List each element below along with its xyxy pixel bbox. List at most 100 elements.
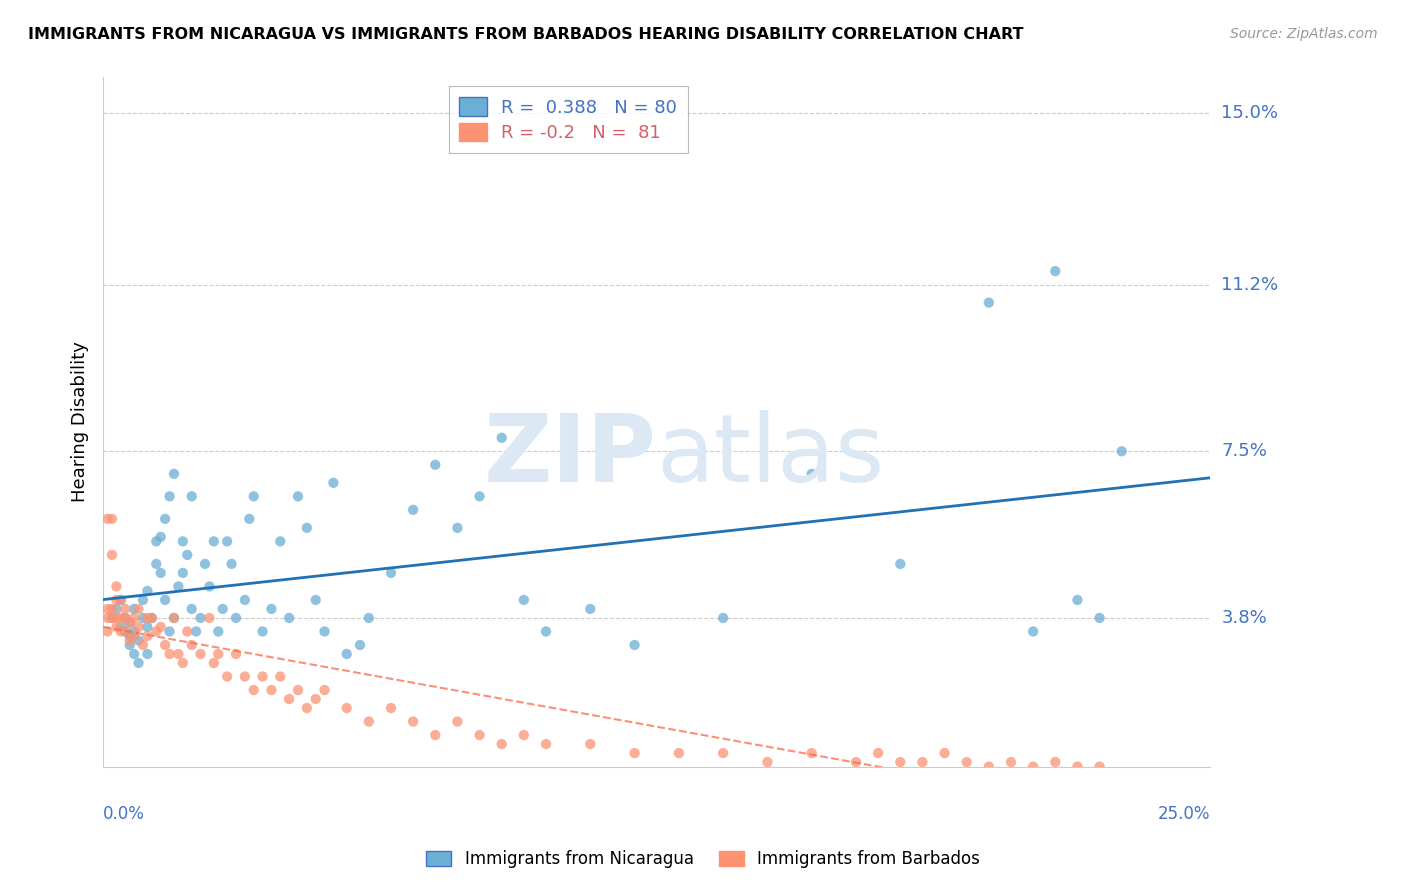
- Point: [314, 683, 336, 698]
- Point: [96, 602, 118, 616]
- Point: [114, 602, 136, 616]
- Point: [233, 593, 256, 607]
- Point: [198, 611, 221, 625]
- Point: [668, 746, 690, 760]
- Point: [207, 624, 229, 639]
- Point: [934, 746, 956, 760]
- Point: [149, 620, 172, 634]
- Point: [198, 579, 221, 593]
- Point: [425, 728, 447, 742]
- Point: [202, 656, 225, 670]
- Point: [357, 714, 380, 729]
- Point: [468, 489, 491, 503]
- Point: [425, 458, 447, 472]
- Point: [110, 593, 132, 607]
- Point: [163, 611, 186, 625]
- Text: atlas: atlas: [657, 410, 884, 502]
- Point: [357, 611, 380, 625]
- Point: [1045, 755, 1067, 769]
- Point: [194, 557, 217, 571]
- Point: [211, 602, 233, 616]
- Point: [118, 629, 141, 643]
- Legend: Immigrants from Nicaragua, Immigrants from Barbados: Immigrants from Nicaragua, Immigrants fr…: [419, 844, 987, 875]
- Point: [128, 602, 150, 616]
- Point: [252, 624, 274, 639]
- Point: [202, 534, 225, 549]
- Point: [132, 593, 155, 607]
- Point: [260, 683, 283, 698]
- Point: [128, 656, 150, 670]
- Point: [513, 728, 536, 742]
- Point: [269, 534, 291, 549]
- Point: [242, 683, 264, 698]
- Point: [122, 629, 145, 643]
- Point: [278, 692, 301, 706]
- Point: [110, 624, 132, 639]
- Point: [105, 579, 128, 593]
- Point: [110, 611, 132, 625]
- Point: [242, 489, 264, 503]
- Text: 7.5%: 7.5%: [1222, 442, 1267, 460]
- Point: [136, 647, 159, 661]
- Point: [402, 503, 425, 517]
- Point: [105, 602, 128, 616]
- Point: [468, 728, 491, 742]
- Point: [295, 701, 318, 715]
- Point: [889, 755, 911, 769]
- Point: [136, 611, 159, 625]
- Point: [225, 611, 247, 625]
- Point: [141, 611, 163, 625]
- Point: [172, 656, 194, 670]
- Point: [101, 611, 124, 625]
- Point: [114, 624, 136, 639]
- Point: [402, 714, 425, 729]
- Point: [889, 557, 911, 571]
- Point: [977, 295, 1000, 310]
- Point: [305, 692, 328, 706]
- Point: [101, 611, 124, 625]
- Text: 3.8%: 3.8%: [1222, 609, 1267, 627]
- Point: [1066, 759, 1088, 773]
- Point: [114, 611, 136, 625]
- Text: 0.0%: 0.0%: [103, 805, 145, 823]
- Point: [101, 602, 124, 616]
- Point: [159, 624, 181, 639]
- Point: [252, 669, 274, 683]
- Point: [180, 602, 202, 616]
- Point: [96, 611, 118, 625]
- Point: [446, 714, 468, 729]
- Point: [1088, 611, 1111, 625]
- Point: [233, 669, 256, 683]
- Point: [96, 512, 118, 526]
- Point: [149, 566, 172, 580]
- Point: [977, 759, 1000, 773]
- Point: [380, 566, 402, 580]
- Point: [145, 557, 167, 571]
- Point: [1000, 755, 1022, 769]
- Point: [217, 669, 239, 683]
- Point: [145, 624, 167, 639]
- Point: [287, 489, 309, 503]
- Point: [446, 521, 468, 535]
- Point: [153, 593, 176, 607]
- Point: [114, 624, 136, 639]
- Point: [172, 566, 194, 580]
- Point: [118, 638, 141, 652]
- Point: [336, 647, 359, 661]
- Point: [278, 611, 301, 625]
- Point: [96, 624, 118, 639]
- Point: [491, 431, 513, 445]
- Point: [623, 638, 645, 652]
- Point: [534, 737, 557, 751]
- Point: [322, 475, 344, 490]
- Point: [295, 521, 318, 535]
- Point: [380, 701, 402, 715]
- Point: [122, 624, 145, 639]
- Point: [167, 647, 190, 661]
- Point: [136, 620, 159, 634]
- Point: [128, 620, 150, 634]
- Point: [1066, 593, 1088, 607]
- Point: [287, 683, 309, 698]
- Point: [800, 467, 823, 481]
- Text: IMMIGRANTS FROM NICARAGUA VS IMMIGRANTS FROM BARBADOS HEARING DISABILITY CORRELA: IMMIGRANTS FROM NICARAGUA VS IMMIGRANTS …: [28, 27, 1024, 42]
